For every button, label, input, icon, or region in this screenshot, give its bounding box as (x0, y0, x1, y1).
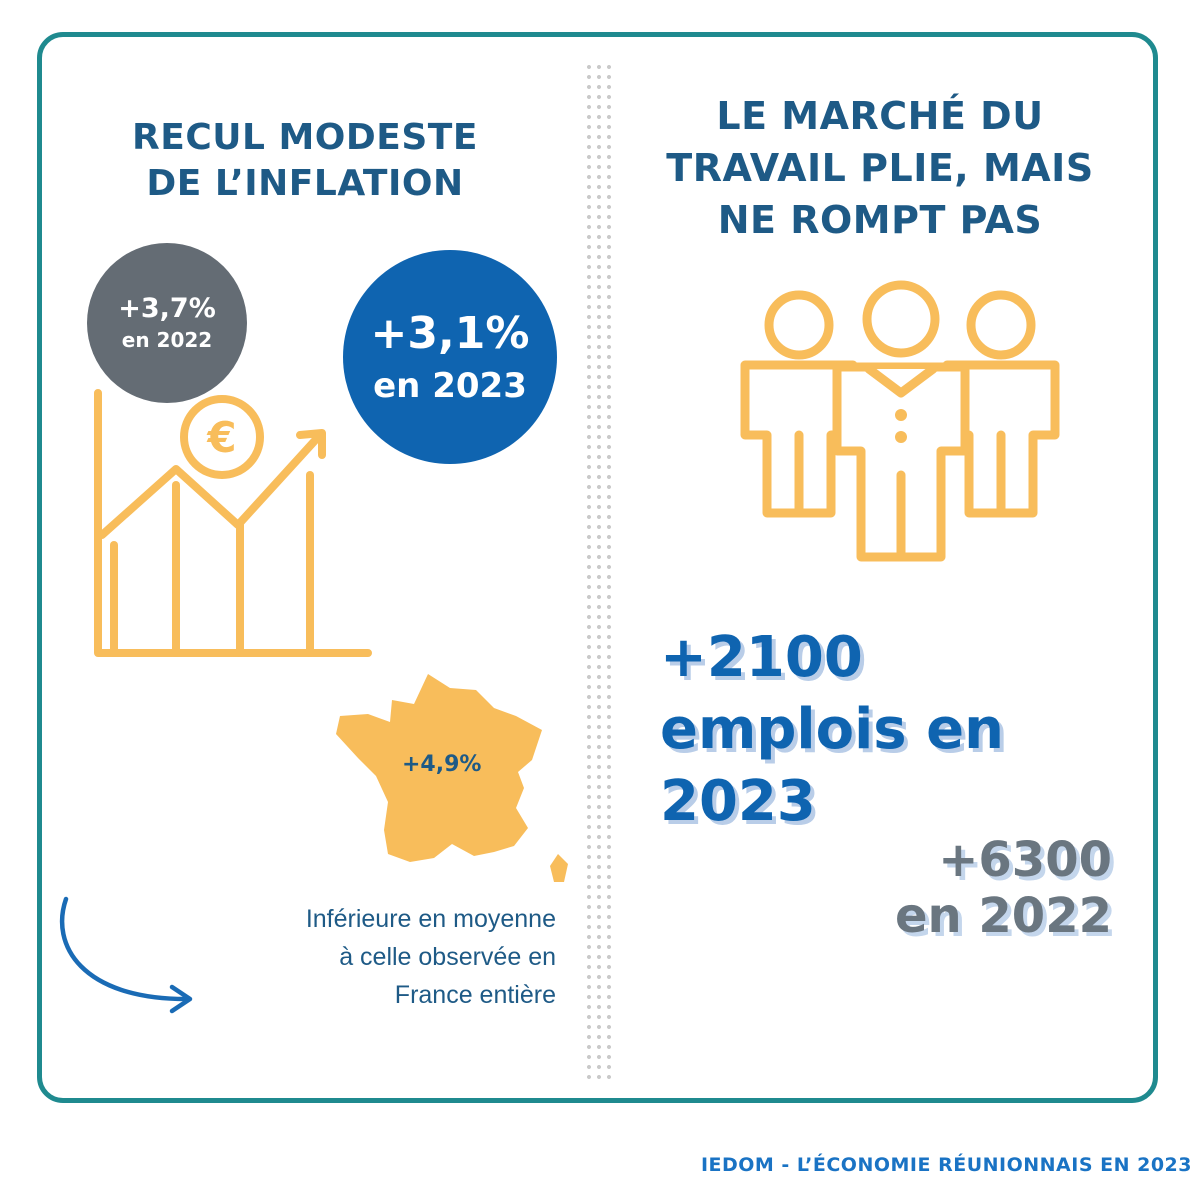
inflation-note: Inférieure en moyenne à celle observée e… (150, 900, 556, 1014)
inflation-note-line-2: à celle observée en (339, 943, 556, 971)
euro-coin-icon: € (180, 395, 264, 479)
jobs-2023-line-1: +2100 (660, 625, 863, 690)
labour-heading-line-3: NE ROMPT PAS (717, 198, 1043, 242)
inflation-heading-line-2: DE L’INFLATION (146, 163, 464, 204)
inflation-note-line-3: France entière (394, 981, 556, 1009)
footer-source: IEDOM - L’ÉCONOMIE RÉUNIONNAIS EN 2023 (700, 1154, 1192, 1176)
inflation-2022-label: en 2022 (121, 328, 213, 352)
inflation-2023-value: +3,1% (370, 308, 530, 359)
labour-heading-line-2: TRAVAIL PLIE, MAIS (666, 146, 1094, 190)
curved-arrow-icon (59, 896, 193, 1014)
people-group-icon (740, 280, 1060, 562)
dotted-divider (584, 62, 614, 1080)
labour-heading: LE MARCHÉ DU TRAVAIL PLIE, MAIS NE ROMPT… (620, 90, 1140, 246)
jobs-2023-line-2: emplois en (660, 697, 1004, 762)
jobs-2022-line-2: en 2022 (894, 888, 1112, 944)
svg-text:€: € (206, 413, 236, 462)
inflation-heading-line-1: RECUL MODESTE (132, 117, 478, 158)
france-inflation-value: +4,9% (402, 752, 482, 777)
growth-chart-icon: € (94, 389, 372, 657)
inflation-2023-badge: +3,1% en 2023 (343, 250, 557, 464)
labour-heading-line-1: LE MARCHÉ DU (716, 94, 1044, 138)
inflation-heading: RECUL MODESTE DE L’INFLATION (80, 115, 530, 207)
jobs-2023-line-3: 2023 (660, 769, 816, 834)
jobs-2023-figure: +2100 emplois en 2023 (660, 622, 1004, 838)
france-map-icon (336, 674, 568, 882)
jobs-2022-figure: +6300 en 2022 (820, 832, 1112, 944)
inflation-note-line-1: Inférieure en moyenne (305, 905, 556, 933)
jobs-2022-line-1: +6300 (938, 832, 1112, 888)
inflation-2022-badge: +3,7% en 2022 (87, 243, 247, 403)
inflation-2023-label: en 2023 (373, 366, 527, 406)
inflation-2022-value: +3,7% (118, 293, 216, 324)
